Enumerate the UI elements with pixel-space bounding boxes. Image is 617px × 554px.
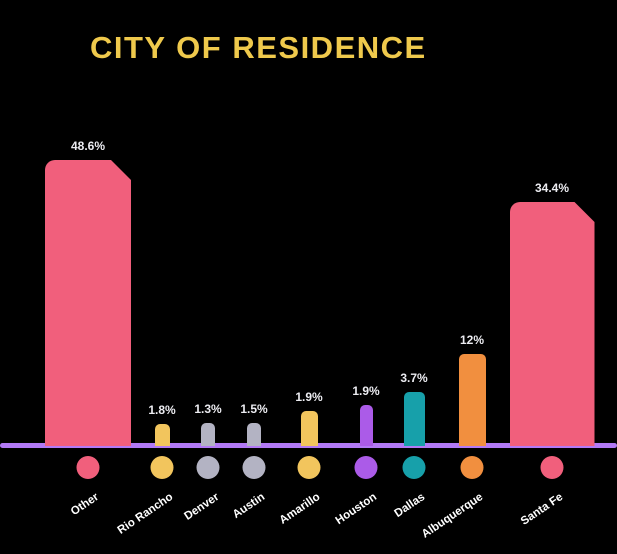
- value-label-other: 48.6%: [70, 139, 106, 153]
- bar-dallas: [403, 392, 425, 446]
- value-label-dallas: 3.7%: [400, 371, 428, 385]
- bar-austin: [247, 423, 261, 446]
- category-label-other: Other: [69, 491, 102, 519]
- bar-other: [45, 160, 131, 446]
- legend-dot-albuquerque: [460, 456, 484, 479]
- category-label-denver: Denver: [182, 491, 222, 523]
- chart-title: CITY OF RESIDENCE: [90, 30, 427, 65]
- legend-dot-rio-rancho: [150, 456, 174, 479]
- category-label-amarillo: Amarillo: [277, 491, 323, 527]
- bar-rio-rancho: [154, 424, 170, 446]
- category-label-houston: Houston: [333, 491, 380, 528]
- value-label-austin: 1.5%: [240, 402, 268, 416]
- bar-houston: [359, 405, 373, 446]
- category-label-santa-fe: Santa Fe: [518, 491, 566, 528]
- legend-dot-santa-fe: [540, 456, 564, 479]
- category-label-dallas: Dallas: [392, 491, 428, 520]
- legend-dot-other: [76, 456, 100, 479]
- legend-dot-dallas: [402, 456, 426, 479]
- bar-amarillo: [300, 411, 318, 446]
- category-label-albuquerque: Albuquerque: [419, 491, 486, 541]
- category-label-rio-rancho: Rio Rancho: [115, 491, 176, 537]
- bar-santa-fe: [510, 202, 595, 446]
- value-label-rio-rancho: 1.8%: [148, 403, 176, 417]
- legend-dot-austin: [242, 456, 266, 479]
- value-label-denver: 1.3%: [194, 402, 222, 416]
- value-label-amarillo: 1.9%: [295, 390, 323, 404]
- value-label-houston: 1.9%: [352, 384, 380, 398]
- legend-dot-amarillo: [297, 456, 321, 479]
- bar-albuquerque: [458, 354, 486, 446]
- value-label-santa-fe: 34.4%: [534, 181, 570, 195]
- bar-denver: [201, 423, 215, 446]
- category-label-austin: Austin: [230, 491, 268, 521]
- legend-dot-denver: [196, 456, 220, 479]
- value-label-albuquerque: 12%: [459, 333, 485, 347]
- legend-dot-houston: [354, 456, 378, 479]
